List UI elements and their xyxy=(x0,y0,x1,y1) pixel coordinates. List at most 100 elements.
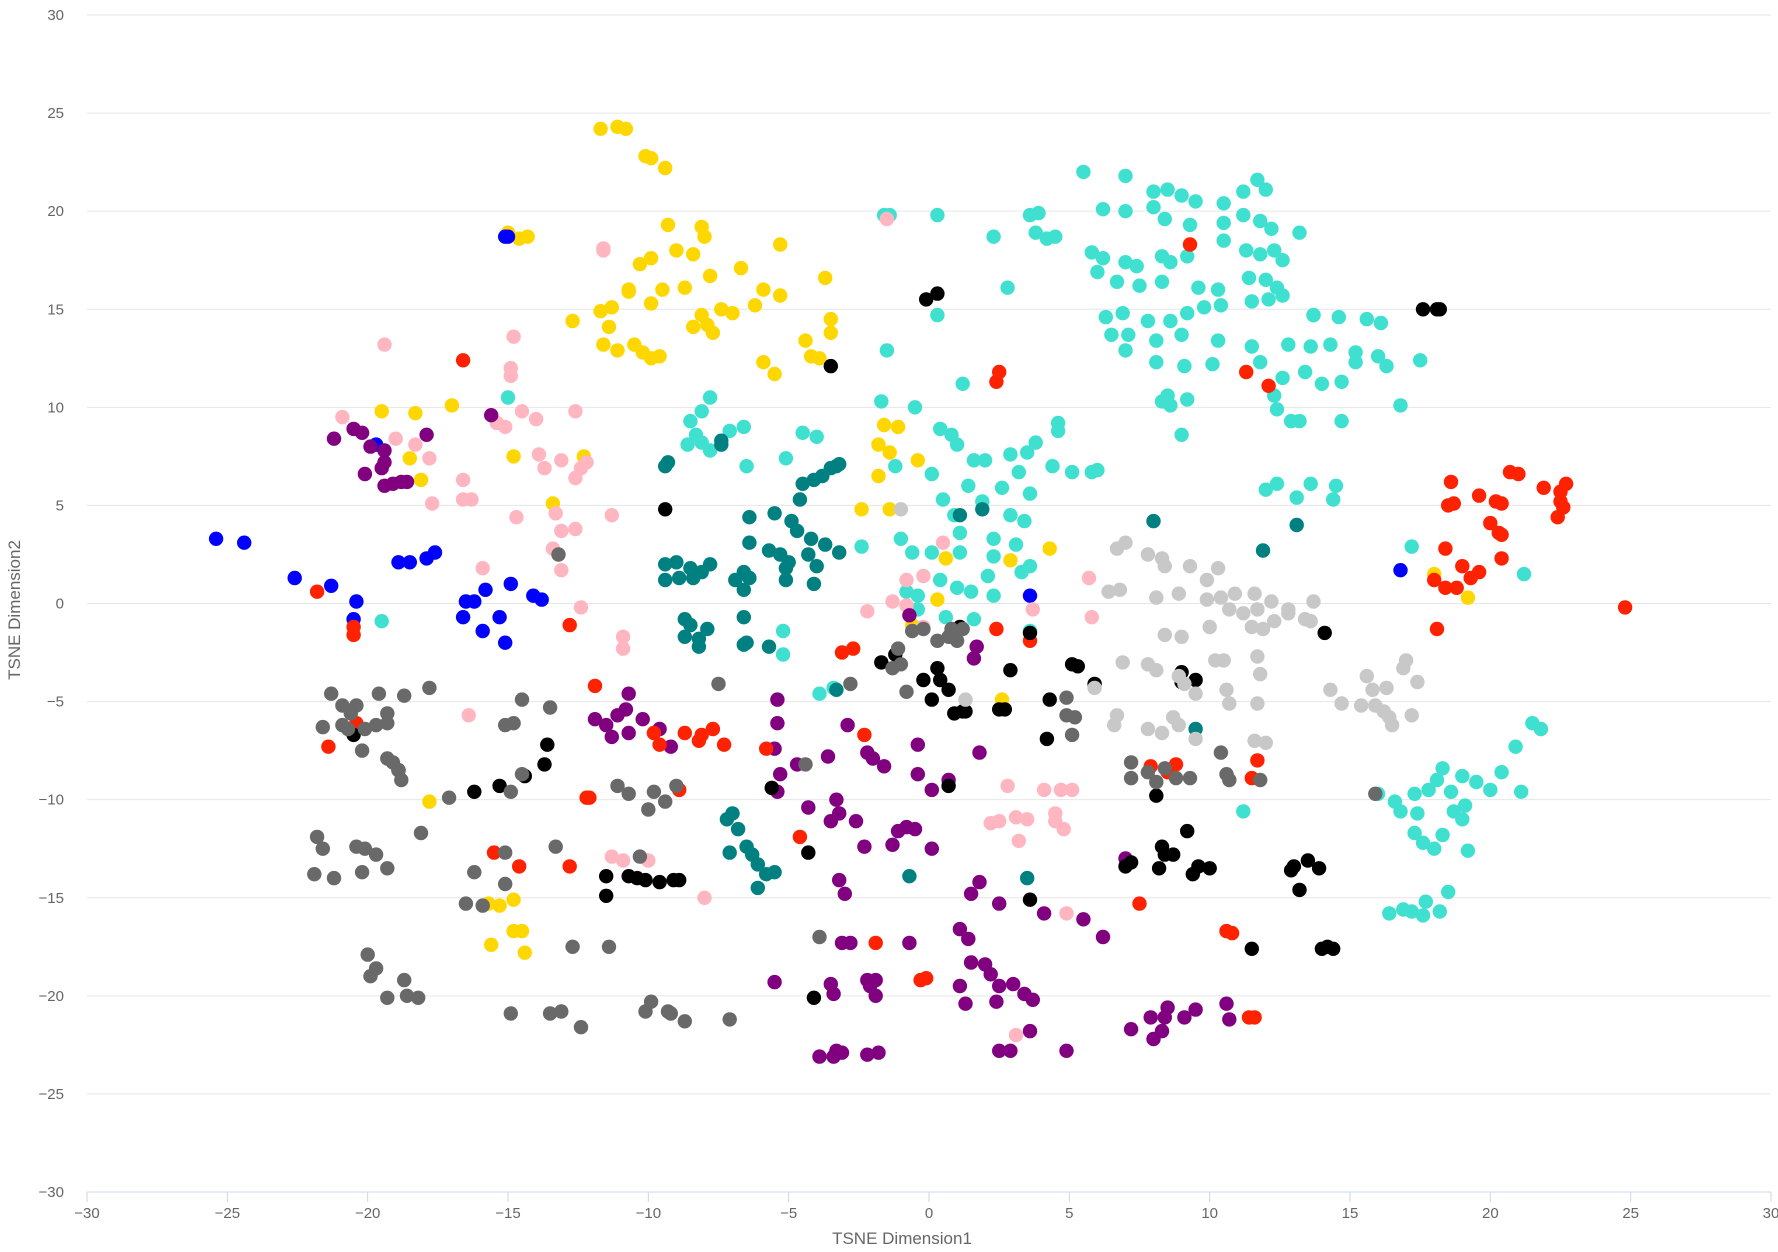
data-point[interactable] xyxy=(610,343,625,358)
data-point[interactable] xyxy=(986,549,1001,564)
data-point[interactable] xyxy=(1404,708,1419,723)
data-point[interactable] xyxy=(949,633,965,648)
data-point[interactable] xyxy=(593,121,608,136)
data-point[interactable] xyxy=(1149,355,1164,370)
data-point[interactable] xyxy=(1460,590,1476,605)
data-point[interactable] xyxy=(307,867,322,882)
data-point[interactable] xyxy=(910,767,925,782)
data-point[interactable] xyxy=(1365,682,1380,697)
data-point[interactable] xyxy=(1297,364,1313,380)
data-point[interactable] xyxy=(1166,847,1181,862)
data-point[interactable] xyxy=(1022,588,1038,603)
data-point[interactable] xyxy=(484,937,499,952)
data-point[interactable] xyxy=(498,845,513,860)
data-point[interactable] xyxy=(1317,625,1332,641)
data-point[interactable] xyxy=(1396,661,1411,676)
data-point[interactable] xyxy=(1236,606,1251,621)
data-point[interactable] xyxy=(823,311,838,327)
data-point[interactable] xyxy=(1334,696,1349,711)
data-point[interactable] xyxy=(1258,735,1274,750)
data-point[interactable] xyxy=(1180,823,1195,839)
data-point[interactable] xyxy=(492,778,507,794)
data-point[interactable] xyxy=(1457,798,1473,813)
data-point[interactable] xyxy=(722,845,737,860)
data-point[interactable] xyxy=(826,986,841,1002)
data-point[interactable] xyxy=(1163,313,1178,329)
data-point[interactable] xyxy=(832,872,847,888)
data-point[interactable] xyxy=(509,510,524,525)
data-point[interactable] xyxy=(357,841,373,856)
data-point[interactable] xyxy=(548,506,563,521)
data-point[interactable] xyxy=(1328,478,1344,493)
data-point[interactable] xyxy=(1323,337,1338,352)
data-point[interactable] xyxy=(1415,835,1431,850)
data-point[interactable] xyxy=(871,1045,886,1060)
data-point[interactable] xyxy=(941,778,956,794)
data-point[interactable] xyxy=(742,535,757,550)
data-point[interactable] xyxy=(775,623,791,639)
data-point[interactable] xyxy=(1443,784,1459,799)
data-point[interactable] xyxy=(1191,280,1206,295)
data-point[interactable] xyxy=(1168,757,1184,772)
data-point[interactable] xyxy=(638,872,653,888)
data-point[interactable] xyxy=(1064,727,1080,743)
data-point[interactable] xyxy=(832,457,847,472)
data-point[interactable] xyxy=(728,572,743,588)
data-point[interactable] xyxy=(930,307,945,323)
data-point[interactable] xyxy=(1109,274,1125,289)
data-point[interactable] xyxy=(360,947,375,962)
data-point[interactable] xyxy=(1267,614,1282,629)
data-point[interactable] xyxy=(1036,782,1052,798)
data-point[interactable] xyxy=(736,419,751,435)
data-point[interactable] xyxy=(910,737,925,752)
data-point[interactable] xyxy=(1177,1010,1192,1025)
data-point[interactable] xyxy=(1112,582,1128,597)
data-point[interactable] xyxy=(1188,721,1203,737)
data-point[interactable] xyxy=(1177,676,1192,692)
data-point[interactable] xyxy=(1174,327,1189,342)
data-point[interactable] xyxy=(1168,770,1184,786)
data-point[interactable] xyxy=(467,594,482,609)
data-point[interactable] xyxy=(399,474,415,490)
data-point[interactable] xyxy=(1003,508,1018,523)
data-point[interactable] xyxy=(1188,686,1203,701)
data-point[interactable] xyxy=(792,829,808,845)
data-point[interactable] xyxy=(632,849,648,864)
data-point[interactable] xyxy=(905,545,920,560)
data-point[interactable] xyxy=(658,160,673,176)
data-point[interactable] xyxy=(963,955,979,970)
data-point[interactable] xyxy=(1098,309,1114,325)
data-point[interactable] xyxy=(643,251,659,266)
data-point[interactable] xyxy=(1222,602,1237,617)
data-point[interactable] xyxy=(994,480,1010,495)
data-point[interactable] xyxy=(492,610,507,625)
data-point[interactable] xyxy=(966,651,982,666)
data-point[interactable] xyxy=(809,429,824,444)
data-point[interactable] xyxy=(764,780,779,796)
data-point[interactable] xyxy=(562,859,577,874)
data-point[interactable] xyxy=(1188,1002,1203,1017)
data-point[interactable] xyxy=(1306,594,1321,609)
data-point[interactable] xyxy=(1407,786,1422,801)
data-point[interactable] xyxy=(1379,680,1394,696)
data-point[interactable] xyxy=(1022,625,1038,641)
data-point[interactable] xyxy=(643,151,659,166)
data-point[interactable] xyxy=(1410,806,1425,821)
data-point[interactable] xyxy=(1289,490,1304,505)
data-point[interactable] xyxy=(958,996,973,1011)
data-point[interactable] xyxy=(1180,249,1195,264)
data-point[interactable] xyxy=(455,353,471,368)
data-point[interactable] xyxy=(517,945,532,960)
data-point[interactable] xyxy=(854,539,869,554)
data-point[interactable] xyxy=(1443,474,1459,490)
data-point[interactable] xyxy=(604,508,619,523)
data-point[interactable] xyxy=(621,282,636,297)
data-point[interactable] xyxy=(1250,602,1265,617)
data-point[interactable] xyxy=(1028,225,1043,240)
data-point[interactable] xyxy=(1210,282,1226,297)
data-point[interactable] xyxy=(910,588,925,603)
data-point[interactable] xyxy=(834,935,850,951)
data-point[interactable] xyxy=(1550,510,1565,525)
data-point[interactable] xyxy=(781,555,796,570)
data-point[interactable] xyxy=(1275,288,1290,303)
